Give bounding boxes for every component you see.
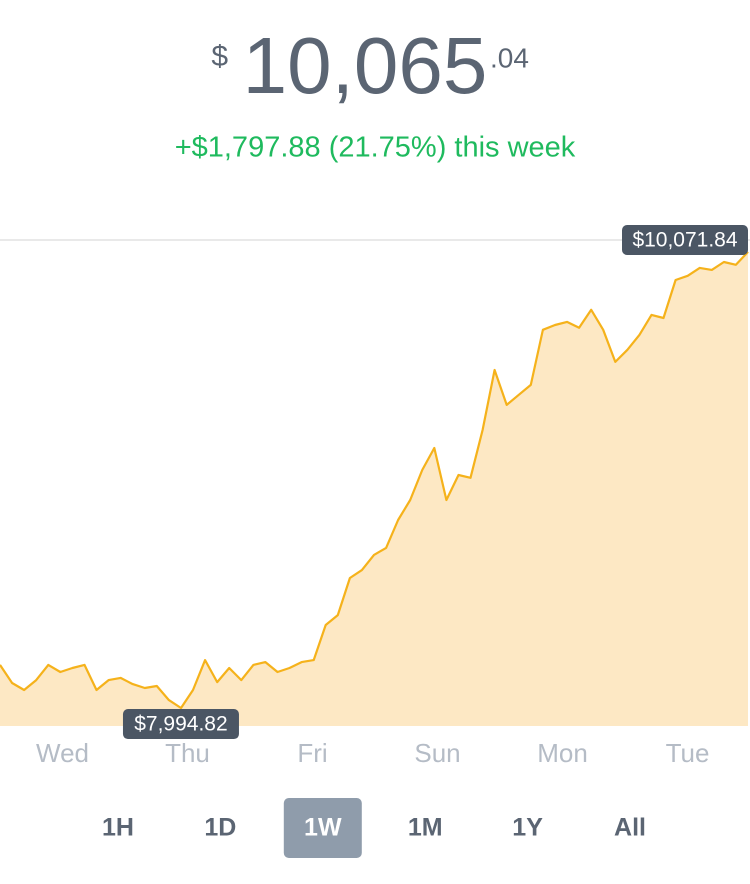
range-button-label[interactable]: 1H — [102, 814, 134, 842]
price-change: +$1,797.88 (21.75%) this week — [175, 132, 576, 164]
price-cents: .04 — [490, 42, 529, 73]
range-button-label[interactable]: 1W — [304, 814, 342, 842]
range-button-label[interactable]: 1D — [204, 814, 236, 842]
range-button-label[interactable]: 1M — [408, 814, 443, 842]
x-axis-label: Tue — [666, 738, 710, 768]
range-button[interactable]: 1H — [102, 814, 134, 842]
range-button-label[interactable]: All — [614, 814, 646, 842]
range-button-label[interactable]: 1Y — [512, 814, 543, 842]
x-axis-label: Wed — [36, 738, 89, 768]
range-button[interactable]: 1Y — [512, 814, 543, 842]
annotation-label: $10,071.84 — [632, 229, 737, 252]
range-button[interactable]: All — [614, 814, 646, 842]
range-button[interactable]: 1W — [283, 798, 362, 858]
annotation-box — [622, 225, 748, 255]
x-axis-label: Mon — [537, 738, 588, 768]
range-button[interactable]: 1M — [408, 814, 443, 842]
annotation-box — [122, 709, 239, 740]
range-button-selected-bg — [283, 798, 362, 858]
currency-symbol: $ — [211, 40, 228, 73]
x-axis-label: Thu — [165, 738, 210, 768]
annotation-label: $7,994.82 — [134, 713, 227, 736]
plot: Wed Thu Fri Sun Mon Tue $10,071.84 $7,994.82 — [0, 225, 749, 768]
x-axis-label: Fri — [297, 738, 327, 768]
price-annotation: $7,994.82 — [122, 709, 239, 740]
price-main: 10,065 — [243, 21, 488, 110]
price-annotation: $10,071.84 — [622, 225, 748, 255]
range-buttons: 1H 1D 1W 1M 1Y All — [102, 798, 646, 858]
range-button[interactable]: 1D — [204, 814, 236, 842]
price-line — [0, 251, 749, 710]
x-axis-label: Sun — [414, 738, 460, 768]
area — [0, 251, 748, 726]
